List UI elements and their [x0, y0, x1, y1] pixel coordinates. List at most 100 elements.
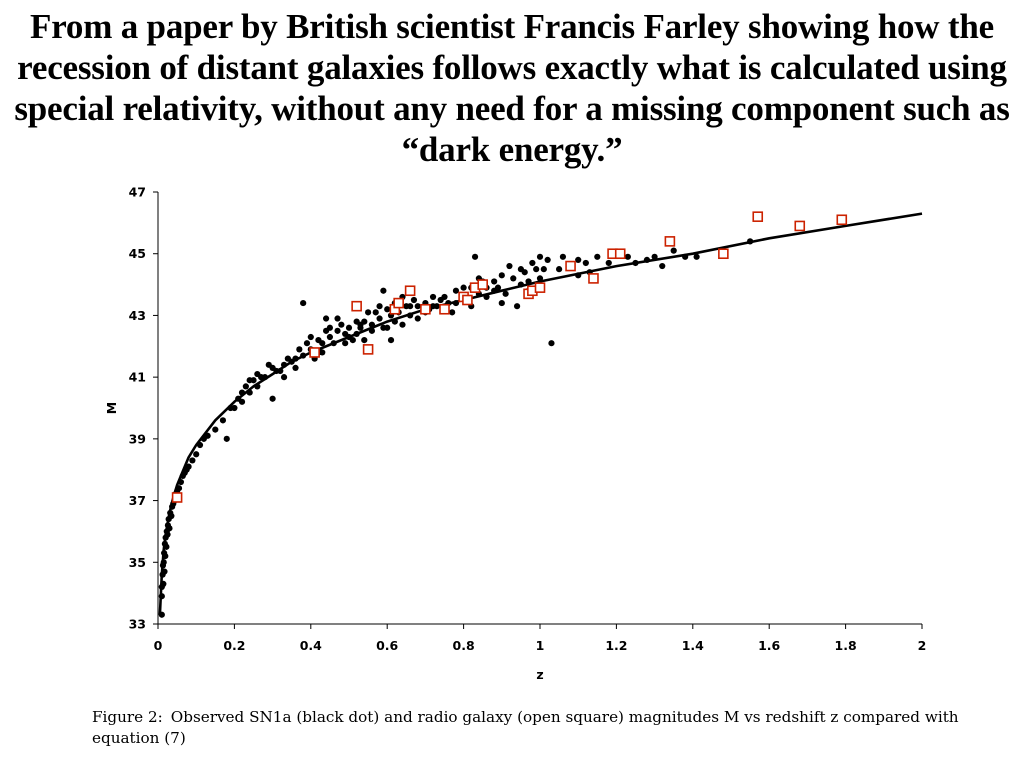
radio-galaxy-point	[171, 492, 183, 503]
sn1a-point	[594, 253, 601, 260]
sn1a-point	[410, 296, 418, 304]
radio-galaxy-point	[477, 279, 489, 290]
sn1a-point	[334, 315, 341, 322]
sn1a-point	[414, 315, 421, 322]
sn1a-point	[334, 327, 341, 334]
sn1a-point	[361, 337, 368, 344]
sn1a-point	[196, 441, 204, 449]
sn1a-point	[575, 272, 582, 279]
sn1a-point	[670, 247, 677, 254]
fit-curve	[158, 212, 923, 615]
sn1a-point	[296, 346, 303, 353]
x-tick-label: 1.6	[758, 638, 780, 653]
sn1a-point	[380, 287, 387, 294]
sn1a-point	[326, 324, 333, 331]
sn1a-point	[322, 315, 330, 322]
sn1a-point	[368, 321, 376, 328]
tick-labels-group: 0 0.2 0.4 0.6 0.8 1 1.2 1.4 1.6 1.8 2 33 35 37 39 41 43 4…	[104, 185, 926, 683]
sn1a-point	[502, 290, 509, 297]
sn1a-point	[506, 262, 513, 270]
sn1a-point	[533, 266, 540, 273]
sn1a-point	[575, 256, 582, 263]
radio-galaxy-point	[309, 347, 320, 358]
sn1a-point	[624, 253, 631, 260]
y-tick-label: 41	[129, 370, 146, 385]
sn1a-point	[460, 284, 467, 291]
radio-galaxy-point	[794, 220, 806, 232]
sn1a-point	[303, 340, 311, 347]
sn1a-point	[429, 303, 437, 310]
radio-galaxy-point	[718, 248, 729, 260]
radio-galaxy-point	[404, 285, 416, 297]
sn1a-point	[643, 256, 651, 263]
sn1a-point	[540, 266, 547, 273]
y-tick-label: 47	[129, 185, 146, 200]
sn1a-point	[548, 340, 555, 347]
sn1a-point	[342, 340, 349, 347]
sn1a-point	[330, 340, 337, 347]
sn1a-point	[483, 293, 490, 301]
sn1a-point	[387, 337, 395, 344]
sn1a-point	[160, 559, 167, 566]
figure-caption: Figure 2: Observed SN1a (black dot) and r…	[92, 707, 962, 749]
sn1a-point	[292, 355, 299, 362]
radio-galaxy-squares-group	[171, 211, 848, 503]
y-tick-label: 39	[129, 431, 146, 446]
sn1a-point	[269, 395, 276, 402]
sn1a-point	[605, 259, 612, 267]
sn1a-point	[391, 318, 398, 325]
sn1a-point	[326, 333, 333, 341]
sn1a-point	[163, 543, 170, 550]
sn1a-point	[158, 611, 165, 618]
sn1a-point	[261, 374, 269, 381]
sn1a-point	[536, 253, 544, 260]
sn1a-point	[250, 377, 257, 384]
sn1a-dots-group	[158, 238, 754, 618]
sn1a-point	[161, 568, 168, 575]
sn1a-point	[471, 253, 479, 260]
chart-axes	[153, 191, 923, 629]
sn1a-point	[193, 451, 200, 458]
sn1a-point	[513, 303, 521, 310]
x-tick-label: 1.8	[835, 638, 857, 653]
y-tick-label: 43	[129, 308, 146, 323]
sn1a-point	[544, 256, 551, 263]
sn1a-point	[160, 580, 167, 587]
x-tick-label: 0.4	[300, 638, 322, 653]
x-axis-title: z	[536, 667, 543, 682]
headline: From a paper by British scientist Franci…	[14, 7, 1010, 169]
sn1a-point	[307, 333, 314, 341]
x-tick-label: 1.4	[682, 638, 704, 653]
sn1a-point	[189, 457, 196, 464]
sn1a-point	[376, 303, 383, 310]
x-tick-label: 0.2	[223, 638, 245, 653]
sn1a-point	[517, 266, 525, 273]
sn1a-point	[384, 306, 391, 313]
sn1a-point	[319, 349, 326, 356]
sn1a-point	[345, 324, 353, 331]
sn1a-point	[223, 435, 230, 442]
sn1a-point	[357, 321, 364, 328]
sn1a-point	[437, 296, 444, 304]
radio-galaxy-point	[439, 303, 450, 315]
radio-galaxy-point	[664, 236, 676, 247]
fit-curve-group	[158, 212, 923, 615]
y-tick-label: 37	[129, 493, 146, 508]
sn1a-point	[682, 253, 689, 260]
sn1a-point	[254, 383, 261, 390]
sn1a-point	[280, 361, 288, 368]
sn1a-point	[158, 593, 165, 600]
radio-galaxy-point	[420, 303, 431, 315]
sn1a-point	[277, 367, 284, 375]
sn1a-point	[219, 417, 227, 424]
sn1a-point	[254, 370, 261, 378]
sn1a-point	[300, 299, 307, 307]
sn1a-point	[185, 463, 192, 470]
sn1a-point	[372, 309, 379, 316]
x-tick-label: 1.2	[605, 638, 627, 653]
sn1a-point	[536, 275, 544, 282]
sn1a-point	[556, 266, 563, 273]
sn1a-point	[399, 321, 406, 328]
radio-galaxy-point	[614, 248, 626, 260]
sn1a-point	[659, 262, 666, 270]
